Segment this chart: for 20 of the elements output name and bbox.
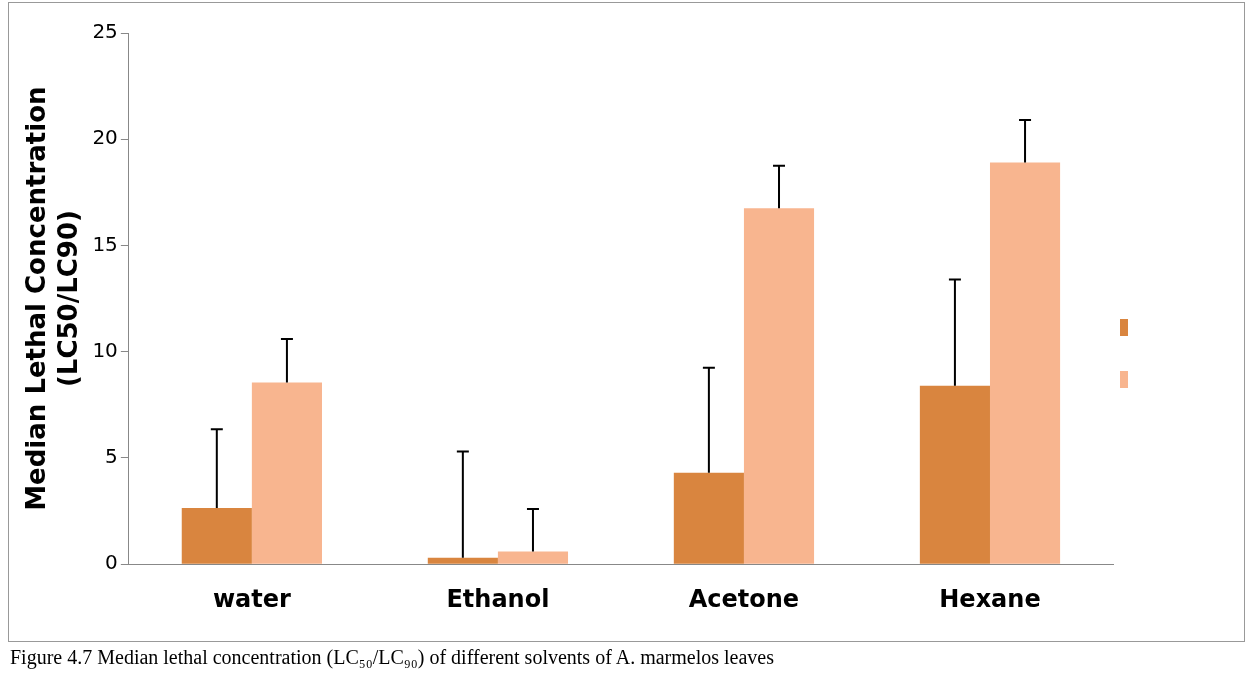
y-tick-label: 20 — [92, 125, 118, 150]
bar — [919, 385, 990, 564]
y-tick-label: 25 — [92, 19, 118, 44]
y-tick-label: 15 — [92, 231, 118, 256]
y-axis-title: Median Lethal Concentration (LC50/LC90) — [21, 86, 83, 511]
x-tick-label: Acetone — [688, 584, 800, 613]
y-tick-label: 10 — [92, 337, 118, 362]
bar — [743, 208, 815, 564]
x-tick-label: water — [212, 584, 292, 613]
bar — [497, 551, 569, 564]
caption: Figure 4.7 Median lethal concentration (LC₅₀/LC₉₀) of different solvents of A. marmelos leaves — [10, 646, 774, 669]
y-tick-label: 5 — [105, 444, 118, 469]
x-tick-label: Ethanol — [446, 584, 550, 613]
bar — [427, 557, 498, 564]
bar — [181, 507, 252, 564]
x-tick-label: Hexane — [939, 584, 1041, 613]
bar — [989, 162, 1061, 564]
bar — [251, 382, 322, 564]
bar — [673, 472, 744, 564]
y-tick-label: 0 — [105, 550, 118, 575]
